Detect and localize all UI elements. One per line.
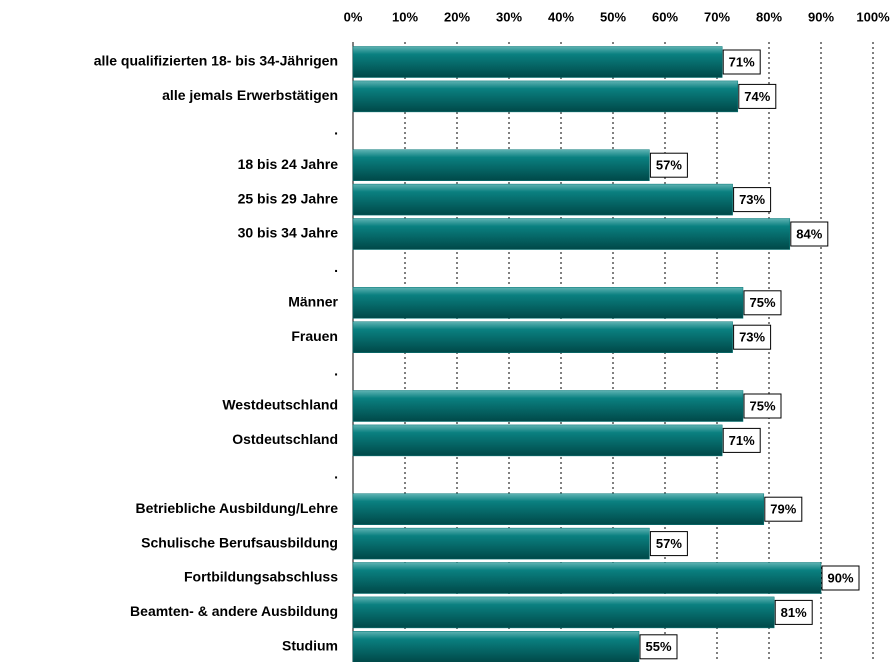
x-tick-label: 10% xyxy=(392,9,418,24)
value-label-box xyxy=(738,83,777,109)
bar xyxy=(352,183,733,216)
y-tick-label: Beamten- & andere Ausbildung xyxy=(130,603,338,619)
y-tick-label: Männer xyxy=(288,294,338,310)
x-tick-label: 30% xyxy=(496,9,522,24)
y-tick-label: 30 bis 34 Jahre xyxy=(238,225,339,241)
value-label: 71% xyxy=(729,54,755,69)
y-tick-label: . xyxy=(334,362,338,378)
value-label: 73% xyxy=(739,330,765,345)
bar xyxy=(352,149,650,181)
value-label: 55% xyxy=(645,639,671,654)
value-label: 81% xyxy=(781,605,807,620)
bar xyxy=(352,321,733,353)
value-label-box xyxy=(743,393,782,419)
value-label-box xyxy=(639,634,678,660)
y-tick-label: Fortbildungsabschluss xyxy=(184,569,338,585)
value-label-box xyxy=(790,221,829,247)
y-tick-label: Westdeutschland xyxy=(222,397,338,413)
value-label: 90% xyxy=(827,570,853,585)
y-tick-label: alle jemals Erwerbstätigen xyxy=(162,87,338,103)
bar xyxy=(352,424,723,457)
value-label-box xyxy=(722,427,761,453)
y-tick-label: Frauen xyxy=(291,328,338,344)
value-label: 73% xyxy=(739,192,765,207)
y-tick-label: . xyxy=(334,122,338,138)
value-label: 75% xyxy=(749,295,775,310)
value-label-box xyxy=(764,496,803,522)
y-tick-label: Ostdeutschland xyxy=(232,431,338,447)
value-label: 71% xyxy=(729,433,755,448)
x-tick-label: 20% xyxy=(444,9,470,24)
x-tick-label: 90% xyxy=(808,9,834,24)
bar xyxy=(352,527,650,560)
bar xyxy=(352,218,791,250)
x-tick-label: 100% xyxy=(856,9,890,24)
bar xyxy=(352,493,765,525)
x-tick-label: 40% xyxy=(548,9,574,24)
value-label-box xyxy=(774,599,813,625)
y-tick-label: 18 bis 24 Jahre xyxy=(238,156,339,172)
x-tick-label: 50% xyxy=(600,9,626,24)
value-label: 79% xyxy=(770,502,796,517)
bar xyxy=(352,562,822,594)
x-tick-label: 60% xyxy=(652,9,678,24)
x-tick-label: 70% xyxy=(704,9,730,24)
bar xyxy=(352,80,739,113)
y-tick-label: Schulische Berufsausbildung xyxy=(141,534,338,550)
bar xyxy=(352,287,744,319)
y-tick-label: alle qualifizierten 18- bis 34-Jährigen xyxy=(94,53,338,69)
bar xyxy=(352,596,775,629)
x-tick-label: 80% xyxy=(756,9,782,24)
y-tick-label: Studium xyxy=(282,638,338,654)
bar xyxy=(352,390,744,422)
value-label: 57% xyxy=(656,536,682,551)
value-label-box xyxy=(649,531,688,557)
bar xyxy=(352,46,723,78)
value-label-box xyxy=(722,49,761,75)
value-label: 57% xyxy=(656,158,682,173)
value-label-box xyxy=(649,152,688,178)
value-label-box xyxy=(743,290,782,316)
x-tick-label: 0% xyxy=(344,9,363,24)
value-label: 74% xyxy=(744,89,770,104)
value-label-box xyxy=(821,565,860,591)
value-label: 84% xyxy=(796,226,822,241)
value-label-box xyxy=(733,324,772,350)
y-tick-label: . xyxy=(334,259,338,275)
value-label-box xyxy=(733,187,772,213)
value-label: 75% xyxy=(749,398,775,413)
y-tick-label: . xyxy=(334,466,338,482)
bar xyxy=(352,631,640,662)
y-tick-label: 25 bis 29 Jahre xyxy=(238,190,339,206)
y-tick-label: Betriebliche Ausbildung/Lehre xyxy=(135,500,338,516)
